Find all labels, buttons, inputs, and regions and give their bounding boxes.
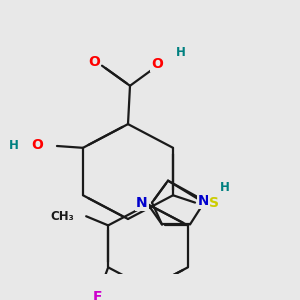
Text: O: O bbox=[31, 138, 43, 152]
Text: O: O bbox=[88, 55, 100, 69]
Text: O: O bbox=[151, 57, 163, 71]
Text: H: H bbox=[9, 139, 19, 152]
Text: S: S bbox=[209, 196, 219, 210]
Text: N: N bbox=[136, 196, 148, 210]
Text: N: N bbox=[198, 194, 210, 208]
Text: H: H bbox=[220, 182, 230, 194]
Text: CH₃: CH₃ bbox=[50, 210, 74, 223]
Text: H: H bbox=[176, 46, 186, 59]
Text: F: F bbox=[92, 290, 102, 300]
